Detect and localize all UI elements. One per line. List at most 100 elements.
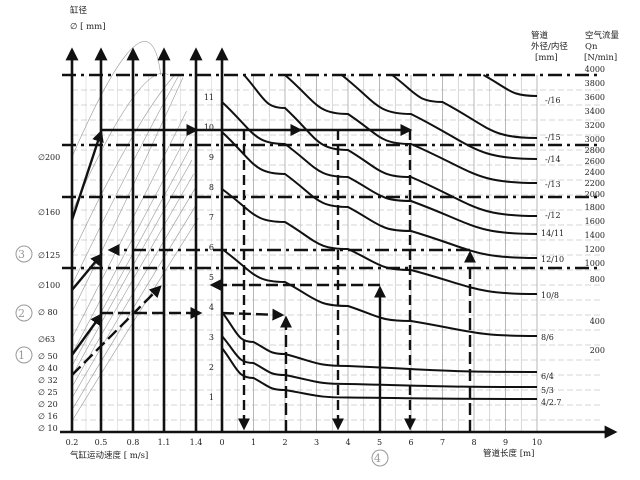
pressure-tick: 3 — [209, 333, 214, 342]
length-tick: 7 — [440, 438, 445, 447]
marker-1: 1 — [18, 349, 25, 362]
bore-label: ∅125 — [38, 251, 60, 260]
fan-line — [71, 73, 169, 213]
marker-circles — [15, 245, 389, 467]
curve-10-8 — [221, 188, 538, 295]
pressure-tick: 2 — [209, 363, 214, 372]
fan-line — [71, 111, 187, 339]
tube-label: 12/10 — [541, 255, 564, 264]
length-axis-label: 管道长度 [m] — [483, 448, 534, 459]
curve---15 — [391, 74, 538, 139]
flow-label: 1200 — [585, 245, 605, 254]
bore-label: ∅ 40 — [38, 364, 58, 373]
tube-label: 10/8 — [541, 291, 559, 300]
flow-label: 4000 — [585, 65, 605, 74]
marker-3-circle — [15, 245, 33, 263]
flow-label: 1000 — [585, 259, 605, 268]
flow-label: 2200 — [585, 179, 605, 188]
pressure-tick: 11 — [204, 93, 214, 102]
flow-unit: [N/min] — [584, 53, 617, 63]
fan-line — [71, 188, 196, 399]
fan-line — [71, 173, 194, 388]
bore-label: ∅ 10 — [38, 424, 58, 433]
flow-label: 3400 — [585, 107, 605, 116]
speed-tick: 1.4 — [190, 438, 203, 447]
bore-label: ∅ 20 — [38, 400, 58, 409]
speed-axes — [60, 47, 618, 439]
flow-label: 2600 — [585, 157, 605, 166]
tube-label: -/14 — [545, 155, 561, 164]
pressure-tick: 4 — [209, 303, 214, 312]
labels: 4/2.7 5/3 6/4 8/6 10/8 12/10 14/11 -/12 -/13 -/14… — [38, 65, 605, 447]
flow-label: 200 — [590, 346, 605, 355]
pressure-tick: 10 — [204, 123, 214, 132]
bore-unit: ∅ [ mm] — [70, 22, 106, 32]
marker-2: 2 — [18, 307, 25, 320]
fan-line — [71, 131, 190, 355]
fan-line — [71, 74, 180, 286]
bore-title: 缸径 — [70, 5, 88, 16]
speed-tick: 1.1 — [158, 438, 171, 447]
flow-label: 400 — [590, 317, 605, 326]
length-tick: 2 — [282, 438, 287, 447]
tube-label: 14/11 — [541, 229, 564, 238]
tube-label: -/16 — [545, 96, 561, 105]
pressure-tick: 7 — [209, 213, 214, 222]
tube-label: -/15 — [545, 133, 561, 142]
length-tick: 9 — [503, 438, 508, 447]
tube-title-1: 管道 — [531, 30, 549, 41]
bore-label: ∅160 — [38, 208, 60, 217]
flow-label: 3600 — [585, 93, 605, 102]
grid — [72, 75, 600, 432]
pressure-tick: 5 — [209, 273, 214, 282]
bore-label: ∅100 — [38, 281, 60, 290]
speed-axis-label: 气缸运动速度 [ m/s] — [70, 450, 148, 461]
curve---12 — [243, 74, 538, 217]
flow-label: 1800 — [585, 203, 605, 212]
curve---14 — [341, 74, 538, 160]
bore-label: ∅ 80 — [38, 308, 58, 317]
tube-label: 6/4 — [541, 372, 554, 381]
marker-2-circle — [15, 304, 33, 322]
path-2-rise — [71, 285, 162, 376]
flow-title-1: 空气流量 — [585, 30, 620, 41]
pressure-tick: 8 — [209, 183, 214, 192]
tube-label: -/12 — [545, 211, 561, 220]
flow-reference-lines — [62, 73, 600, 270]
length-tick: 4 — [345, 438, 350, 447]
bore-label: ∅200 — [38, 153, 60, 162]
length-tick: 5 — [377, 438, 382, 447]
length-tick: 1 — [251, 438, 256, 447]
flow-label: 3800 — [585, 79, 605, 88]
flow-label: 2800 — [585, 146, 605, 155]
length-tick: 3 — [314, 438, 319, 447]
flow-label: 800 — [590, 275, 605, 284]
marker-4: 4 — [374, 452, 381, 465]
flow-label: 3200 — [585, 121, 605, 130]
length-tick: 0 — [219, 438, 224, 447]
tube-unit: [mm] — [535, 53, 558, 63]
length-tick: 6 — [408, 438, 413, 447]
curve-5-3 — [221, 335, 538, 388]
pressure-tick: 6 — [209, 243, 214, 252]
fan-line — [71, 217, 199, 422]
marker-3: 3 — [18, 248, 25, 261]
path-1-rise — [71, 313, 103, 356]
flow-label: 2000 — [585, 190, 605, 199]
tube-label: -/13 — [545, 180, 561, 189]
tube-label: 4/2.7 — [541, 398, 562, 407]
bore-label: ∅ 50 — [38, 352, 58, 361]
bore-label: ∅ 32 — [38, 376, 58, 385]
fan-line — [71, 159, 193, 377]
marker-4-circle — [371, 449, 389, 467]
flow-title-2: Qn — [585, 42, 598, 52]
flow-label: 1400 — [585, 231, 605, 240]
fan-line — [71, 41, 162, 158]
speed-fan-lines — [71, 41, 199, 422]
bore-label: ∅63 — [38, 335, 55, 344]
curve---16 — [482, 74, 538, 97]
pressure-tick: 9 — [209, 153, 214, 162]
speed-tick: 0.8 — [127, 438, 140, 447]
path-1-h2 — [221, 308, 285, 321]
